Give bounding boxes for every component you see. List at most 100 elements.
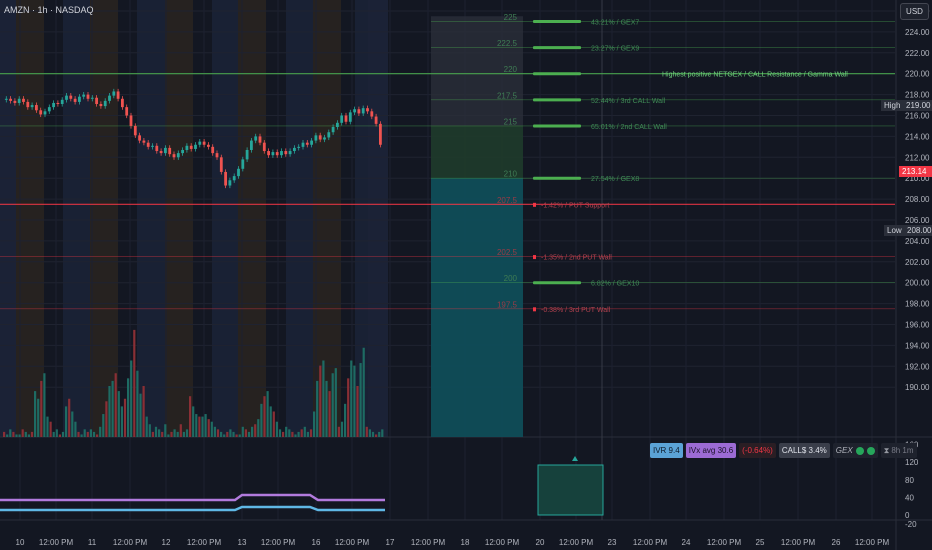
indicator-tick-label: 80 [905, 476, 914, 485]
candle-body [133, 125, 137, 136]
candle-body [181, 149, 184, 154]
candle-body [267, 151, 270, 156]
level-bar [533, 307, 536, 312]
candle-body [151, 145, 154, 147]
volume-bar [55, 429, 58, 437]
volume-bar [176, 431, 179, 437]
level-label: 43.21% / GEX7 [591, 19, 639, 26]
volume-bar [340, 421, 344, 437]
candle-body [121, 98, 124, 108]
candle-body [357, 109, 361, 114]
volume-bar [86, 431, 89, 437]
candle-body [284, 151, 288, 155]
level-strike: 200 [504, 274, 518, 283]
candle-body [288, 151, 292, 155]
volume-bar [49, 421, 52, 437]
calls-badge: CALL$ 3.4% [778, 443, 830, 458]
volume-bar [306, 431, 309, 437]
volume-bar [142, 386, 145, 437]
countdown-value: 8h 1m [891, 446, 914, 455]
candle-body [95, 97, 98, 105]
candle-body [78, 96, 81, 102]
candle-body [168, 147, 172, 155]
volume-bar [158, 429, 161, 437]
volume-bar [195, 414, 198, 437]
time-tick-label: 12:00 PM [707, 538, 742, 547]
candle-body [69, 95, 73, 99]
volume-bar [288, 429, 291, 437]
candle-body [194, 144, 197, 149]
level-strike: 225 [504, 13, 518, 22]
candle-body [112, 91, 116, 96]
volume-bar [257, 419, 260, 437]
candle-body [215, 153, 219, 158]
volume-bar [185, 429, 189, 437]
gex-badge: GEX [832, 443, 878, 458]
level-bar [533, 176, 581, 180]
price-tick-label: 206.00 [905, 216, 930, 225]
volume-bar [9, 429, 12, 437]
volume-bar [309, 429, 313, 437]
candle-body [370, 111, 374, 117]
level-strike: 215 [504, 117, 518, 126]
time-tick-label: 12:00 PM [559, 538, 594, 547]
time-tick-label: 16 [312, 538, 321, 547]
candle-body [271, 152, 275, 156]
candle-body [297, 146, 301, 148]
volume-bar [68, 398, 71, 437]
volume-bar [65, 406, 68, 437]
volume-bar [40, 380, 43, 437]
candle-body [219, 157, 223, 172]
candle-body [379, 123, 382, 145]
candle-body [172, 154, 176, 158]
symbol-title[interactable]: AMZN · 1h · NASDAQ [4, 5, 94, 15]
price-tick-label: 224.00 [905, 28, 930, 37]
volume-bar [80, 434, 83, 437]
volume-bar [213, 426, 216, 437]
candle-body [9, 98, 12, 101]
candle-body [189, 145, 193, 149]
level-label: 65.01% / 2nd CALL Wall [591, 124, 667, 131]
candle-body [39, 110, 43, 115]
level-label: -1.35% / 2nd PUT Wall [541, 255, 612, 262]
volume-bar [192, 406, 195, 437]
volume-bar [15, 434, 18, 437]
candle-body [138, 135, 141, 141]
time-tick-label: 26 [832, 538, 841, 547]
currency-button[interactable]: USD [900, 3, 929, 20]
candle-body [361, 108, 365, 114]
volume-bar [24, 431, 27, 437]
level-label: -0.38% / 3rd PUT Wall [541, 307, 611, 314]
price-tick-label: 220.00 [905, 70, 930, 79]
volume-bar [359, 363, 362, 437]
time-tick-label: 24 [682, 538, 691, 547]
price-tick-label: 200.00 [905, 279, 930, 288]
session-band [63, 0, 90, 437]
indicator-box [537, 464, 604, 516]
session-band [368, 0, 388, 437]
volume-bar [220, 431, 223, 437]
indicator-tick-label: 0 [905, 511, 910, 520]
candle-body [314, 135, 318, 141]
gex-dot-icon [866, 446, 875, 455]
volume-bar [6, 434, 9, 437]
volume-bar [27, 434, 30, 437]
volume-bar [371, 431, 375, 437]
time-tick-label: 17 [386, 538, 395, 547]
volume-bar [92, 431, 96, 437]
volume-bar [120, 406, 123, 437]
volume-bar [207, 419, 210, 437]
candle-body [245, 149, 249, 160]
level-bar [533, 202, 536, 207]
volume-bar [139, 393, 142, 437]
volume-bar [337, 426, 340, 437]
candle-body [155, 145, 159, 152]
countdown-badge: ⧗ 8h 1m [880, 443, 917, 458]
candle-body [65, 95, 68, 100]
candle-body [293, 147, 296, 152]
candle-body [47, 107, 51, 112]
time-tick-label: 18 [461, 538, 470, 547]
candle-body [237, 168, 240, 177]
volume-bar [46, 416, 49, 437]
